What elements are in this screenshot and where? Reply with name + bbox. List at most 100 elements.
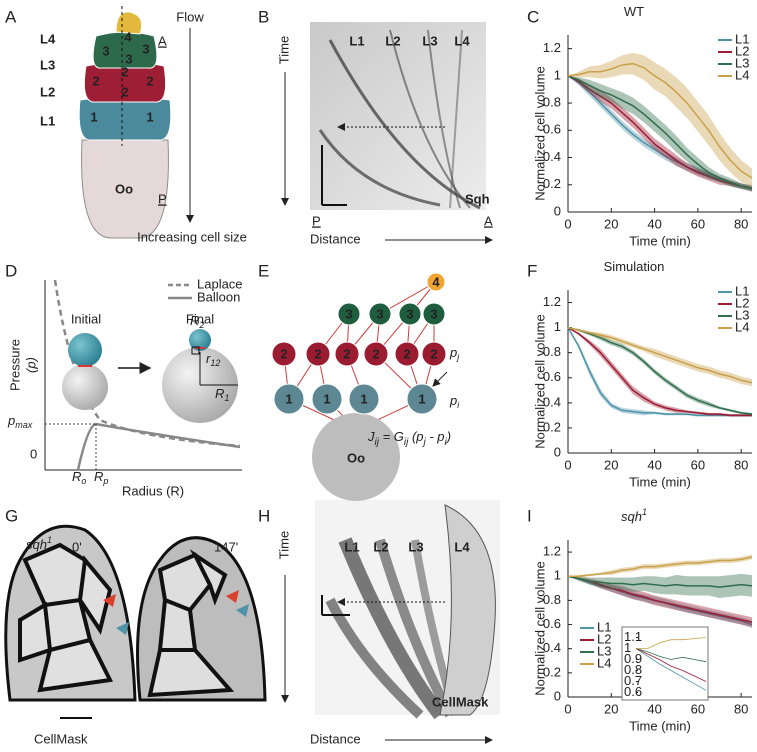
y-tick-label: 0.9: [624, 651, 642, 666]
title: WT: [624, 4, 644, 19]
time-label: 0': [72, 539, 82, 554]
r-p-label: Rp: [94, 469, 108, 486]
equation-sub: ij: [404, 437, 409, 448]
y-tick-label: 1: [554, 319, 561, 334]
p-j-label-base: p: [449, 345, 457, 360]
legend-text: L1: [735, 31, 749, 46]
node: [363, 341, 389, 367]
zero-label: 0: [30, 446, 37, 461]
node-label: 1: [360, 391, 367, 406]
layer-label: L4: [40, 31, 56, 46]
node: [421, 341, 447, 367]
cell-label: 3: [142, 41, 149, 56]
y-tick-label: 0.6: [543, 369, 561, 384]
r-1-label-sub: 1: [224, 393, 229, 403]
y-tick-label: 0.8: [624, 662, 642, 677]
time-label: Time: [276, 531, 291, 559]
y-tick-label: 0.6: [543, 122, 561, 137]
layer-label: L1: [40, 113, 55, 128]
series-line: [568, 556, 753, 577]
series-line: [567, 75, 753, 190]
final-label: Final: [186, 311, 214, 326]
layer-label: L2: [40, 84, 55, 99]
r-1-label: R1: [215, 386, 229, 403]
x-tick-label: 20: [604, 216, 618, 231]
r-1-label-base: R: [215, 386, 224, 401]
x-tick-label: 60: [691, 701, 705, 716]
legend-text: L4: [735, 67, 749, 82]
stain-label: Sqh: [465, 191, 490, 206]
y-tick-label: 0: [554, 688, 561, 703]
flow-label: Flow: [176, 9, 204, 24]
p-i-label-sub: i: [457, 400, 460, 410]
genotype-sup: 1: [47, 535, 52, 545]
layer-label: L2: [385, 33, 400, 48]
legend-text: Laplace: [197, 276, 243, 291]
x-tick-label: 40: [647, 701, 661, 716]
series-line: [567, 327, 752, 417]
x-tick-label: 20: [604, 701, 618, 716]
stain-label: CellMask: [432, 694, 489, 709]
node-label: 1: [323, 391, 330, 406]
p-max-label-sub: max: [15, 420, 33, 430]
cell-label: 3: [125, 51, 132, 66]
distance-label: Distance: [310, 731, 361, 746]
stain-label: CellMask: [34, 731, 88, 746]
genotype: sqh: [26, 537, 47, 552]
x-tick-label: 60: [691, 457, 705, 472]
node-label: 1: [418, 391, 425, 406]
node-label: 2: [314, 346, 321, 361]
node: [348, 383, 380, 415]
series-line: [567, 575, 753, 623]
panel-letter: C: [527, 7, 539, 26]
series-line: [567, 75, 753, 190]
y-tick-label: 0.2: [543, 176, 561, 191]
anterior-label: A: [484, 213, 493, 228]
r-p-label-base: R: [94, 469, 103, 484]
series-line: [635, 648, 707, 691]
node-label: 2: [372, 346, 379, 361]
y-tick-label: 1.1: [624, 629, 642, 644]
y-tick-label: 0.8: [543, 592, 561, 607]
node: [305, 341, 331, 367]
x-axis-label: Radius (R): [122, 483, 184, 498]
series-line: [567, 62, 753, 179]
cell-label: 1: [90, 109, 97, 124]
node-label: 3: [376, 306, 383, 321]
error-band: [568, 327, 752, 387]
oocyte-label: Oo: [347, 450, 365, 465]
title: Simulation: [604, 259, 665, 274]
series-line: [567, 326, 753, 415]
node: [398, 302, 422, 326]
equation-sub: j: [422, 437, 427, 448]
panel-letter: G: [5, 506, 18, 525]
r-12-label: r12: [206, 351, 220, 368]
y-axis-label: Normalized cell volume: [532, 314, 547, 448]
y-axis-label: Normalized cell volume: [532, 66, 547, 200]
legend-text: L4: [735, 319, 749, 334]
node: [368, 302, 392, 326]
x-tick-label: 40: [647, 216, 661, 231]
inset-frame: [621, 626, 709, 701]
distance-label: Distance: [310, 231, 361, 246]
r-2-label-sub: 2: [198, 320, 204, 330]
y-axis-symbol: (p): [23, 357, 38, 373]
node: [422, 302, 446, 326]
panel-letter: B: [258, 7, 269, 26]
p-max-label-base: p: [7, 413, 15, 428]
node-label: 3: [430, 306, 437, 321]
panel-d-diagram: [44, 279, 242, 471]
x-tick-label: 0: [564, 216, 571, 231]
r-12-label-base: r: [206, 351, 211, 366]
series-line: [636, 637, 707, 649]
y-tick-label: 0: [554, 444, 561, 459]
cell-label: 4: [124, 29, 132, 44]
node: [406, 383, 438, 415]
y-tick-label: 1: [554, 67, 561, 82]
r-12-label-sub: 12: [210, 358, 220, 368]
y-tick-label: 1.2: [543, 40, 561, 55]
legend-text: L3: [735, 307, 749, 322]
node: [273, 383, 305, 415]
legend-text: L1: [735, 283, 749, 298]
